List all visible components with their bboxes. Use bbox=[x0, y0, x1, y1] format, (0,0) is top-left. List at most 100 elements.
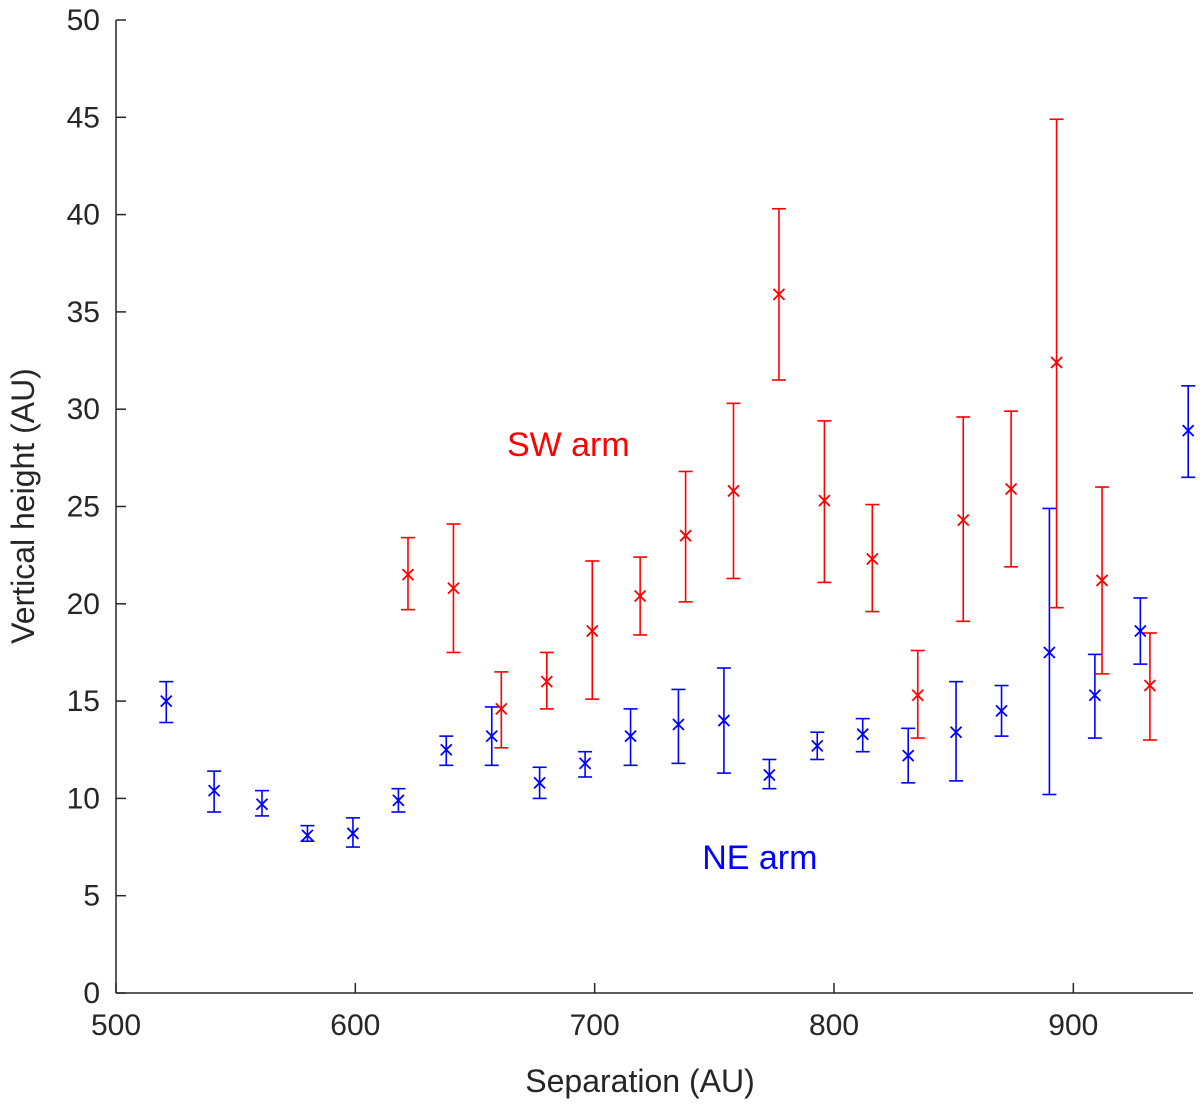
sw-arm-marker-stroke-b bbox=[401, 568, 415, 581]
sw-arm-point-3 bbox=[540, 675, 553, 688]
sw-arm-marker-stroke-b bbox=[679, 529, 692, 542]
sw-arm-marker-stroke-b bbox=[866, 552, 879, 566]
plot-area: SW arm NE arm bbox=[116, 20, 1196, 993]
ne-arm-marker-stroke-b bbox=[485, 729, 498, 743]
sw-arm-point-12 bbox=[957, 513, 970, 527]
x-tick-label-500: 500 bbox=[91, 1009, 141, 1042]
sw-arm-point-11 bbox=[911, 689, 924, 702]
y-tick-label-30: 30 bbox=[67, 393, 100, 426]
ne-arm-point-21 bbox=[1134, 624, 1147, 638]
sw-arm-point-2 bbox=[495, 702, 508, 716]
y-tick-label-45: 45 bbox=[67, 101, 100, 134]
x-tick-label-700: 700 bbox=[570, 1009, 620, 1042]
sw-arm-point-9 bbox=[818, 494, 831, 507]
ne-arm-marker-stroke-b bbox=[624, 729, 637, 743]
ne-arm-marker-stroke-b bbox=[392, 794, 405, 807]
sw-arm-marker-stroke-b bbox=[586, 624, 599, 638]
ne-arm-point-17 bbox=[949, 726, 963, 739]
ne-arm-point-12 bbox=[717, 714, 731, 727]
sw-arm-point-8 bbox=[772, 288, 786, 301]
ne-arm-point-2 bbox=[255, 798, 269, 811]
ne-arm-marker-stroke-b bbox=[949, 726, 963, 739]
markers bbox=[160, 288, 1195, 842]
ne-arm-marker-stroke-b bbox=[995, 704, 1008, 717]
ne-arm-point-13 bbox=[763, 768, 776, 782]
ne-arm-marker-stroke-b bbox=[207, 784, 221, 797]
x-tick-label-900: 900 bbox=[1048, 1009, 1098, 1042]
sw-arm-point-1 bbox=[447, 582, 460, 595]
ne-arm-point-7 bbox=[485, 729, 498, 743]
ne-arm-point-10 bbox=[624, 729, 637, 743]
ne-arm-marker-stroke-b bbox=[672, 718, 685, 731]
ne-arm-marker-stroke-b bbox=[578, 757, 592, 770]
ne-arm-errorbar-11 bbox=[671, 688, 686, 765]
y-tick-label-20: 20 bbox=[67, 588, 100, 621]
sw-arm-marker-stroke-b bbox=[957, 513, 970, 527]
ne-arm-point-14 bbox=[811, 739, 824, 752]
ne-arm-point-20 bbox=[1088, 689, 1102, 702]
plot-frame bbox=[116, 20, 1193, 993]
sw-arm-marker-stroke-b bbox=[1143, 679, 1157, 692]
sw-arm-marker-stroke-b bbox=[818, 494, 831, 507]
ne-arm-marker-stroke-b bbox=[1182, 424, 1195, 437]
ne-arm-label: NE arm bbox=[702, 839, 817, 877]
y-tick-label-50: 50 bbox=[67, 4, 100, 37]
sw-arm-point-16 bbox=[1143, 679, 1157, 692]
sw-arm-point-7 bbox=[727, 484, 740, 498]
ne-arm-marker-stroke-b bbox=[811, 739, 824, 752]
y-tick-label-15: 15 bbox=[67, 685, 100, 718]
x-axis-title: Separation (AU) bbox=[525, 1063, 754, 1099]
sw-arm-marker-stroke-b bbox=[447, 582, 460, 595]
ne-arm-marker-stroke-b bbox=[160, 694, 173, 708]
ne-arm-marker-stroke-b bbox=[763, 768, 776, 782]
ne-arm-point-0 bbox=[160, 694, 173, 708]
sw-arm-marker-stroke-b bbox=[772, 288, 786, 301]
ne-arm-point-4 bbox=[346, 827, 360, 840]
x-tick-label-600: 600 bbox=[330, 1009, 380, 1042]
sw-arm-point-13 bbox=[1004, 482, 1018, 496]
y-tick-label-25: 25 bbox=[67, 491, 100, 524]
ne-arm-point-15 bbox=[856, 728, 869, 741]
sw-arm-point-5 bbox=[634, 589, 647, 603]
ne-arm-marker-stroke-b bbox=[902, 749, 915, 762]
ne-arm-point-3 bbox=[301, 829, 314, 842]
ne-arm-point-9 bbox=[578, 757, 592, 770]
sw-arm-marker-stroke-b bbox=[634, 589, 647, 603]
ne-arm-marker-stroke-b bbox=[856, 728, 869, 741]
ne-arm-marker-stroke-b bbox=[1043, 646, 1056, 659]
sw-arm-point-10 bbox=[866, 552, 879, 566]
ne-arm-point-11 bbox=[672, 718, 685, 731]
y-ticks: 0 5 10 15 20 25 30 35 40 45 50 bbox=[67, 4, 126, 1010]
y-tick-label-0: 0 bbox=[83, 977, 100, 1010]
x-ticks: 500 600 700 800 900 bbox=[91, 983, 1098, 1042]
sw-arm-marker-stroke-b bbox=[540, 675, 553, 688]
y-tick-label-5: 5 bbox=[83, 880, 100, 913]
x-tick-label-800: 800 bbox=[809, 1009, 859, 1042]
y-tick-label-40: 40 bbox=[67, 199, 100, 232]
y-tick-label-35: 35 bbox=[67, 296, 100, 329]
y-tick-label-10: 10 bbox=[67, 782, 100, 815]
ne-arm-point-16 bbox=[902, 749, 915, 762]
sw-arm-point-4 bbox=[586, 624, 599, 638]
annotations: SW arm NE arm bbox=[507, 426, 817, 877]
ne-arm-point-6 bbox=[440, 743, 453, 756]
sw-arm-label: SW arm bbox=[507, 426, 630, 464]
y-axis-title: Vertical height (AU) bbox=[5, 368, 41, 644]
ne-arm-marker-stroke-b bbox=[255, 798, 269, 811]
x-axis: 500 600 700 800 900 Separation (AU) bbox=[91, 983, 1193, 1099]
ne-arm-marker-stroke-b bbox=[1134, 624, 1147, 638]
ne-arm-marker-stroke-b bbox=[301, 829, 314, 842]
sw-arm-point-14 bbox=[1050, 356, 1063, 369]
sw-arm-marker-stroke-b bbox=[495, 702, 508, 716]
sw-arm-point-15 bbox=[1095, 574, 1109, 587]
ne-arm-marker-stroke-b bbox=[346, 827, 360, 840]
ne-arm-point-8 bbox=[533, 776, 546, 789]
sw-arm-marker-stroke-b bbox=[911, 689, 924, 702]
ne-arm-marker-stroke-b bbox=[717, 714, 731, 727]
ne-arm-point-19 bbox=[1043, 646, 1056, 659]
ne-arm-marker-stroke-b bbox=[1088, 689, 1102, 702]
ne-arm-marker-stroke-b bbox=[533, 776, 546, 789]
sw-arm-marker-stroke-b bbox=[1050, 356, 1063, 369]
ne-arm-marker-stroke-b bbox=[440, 743, 453, 756]
